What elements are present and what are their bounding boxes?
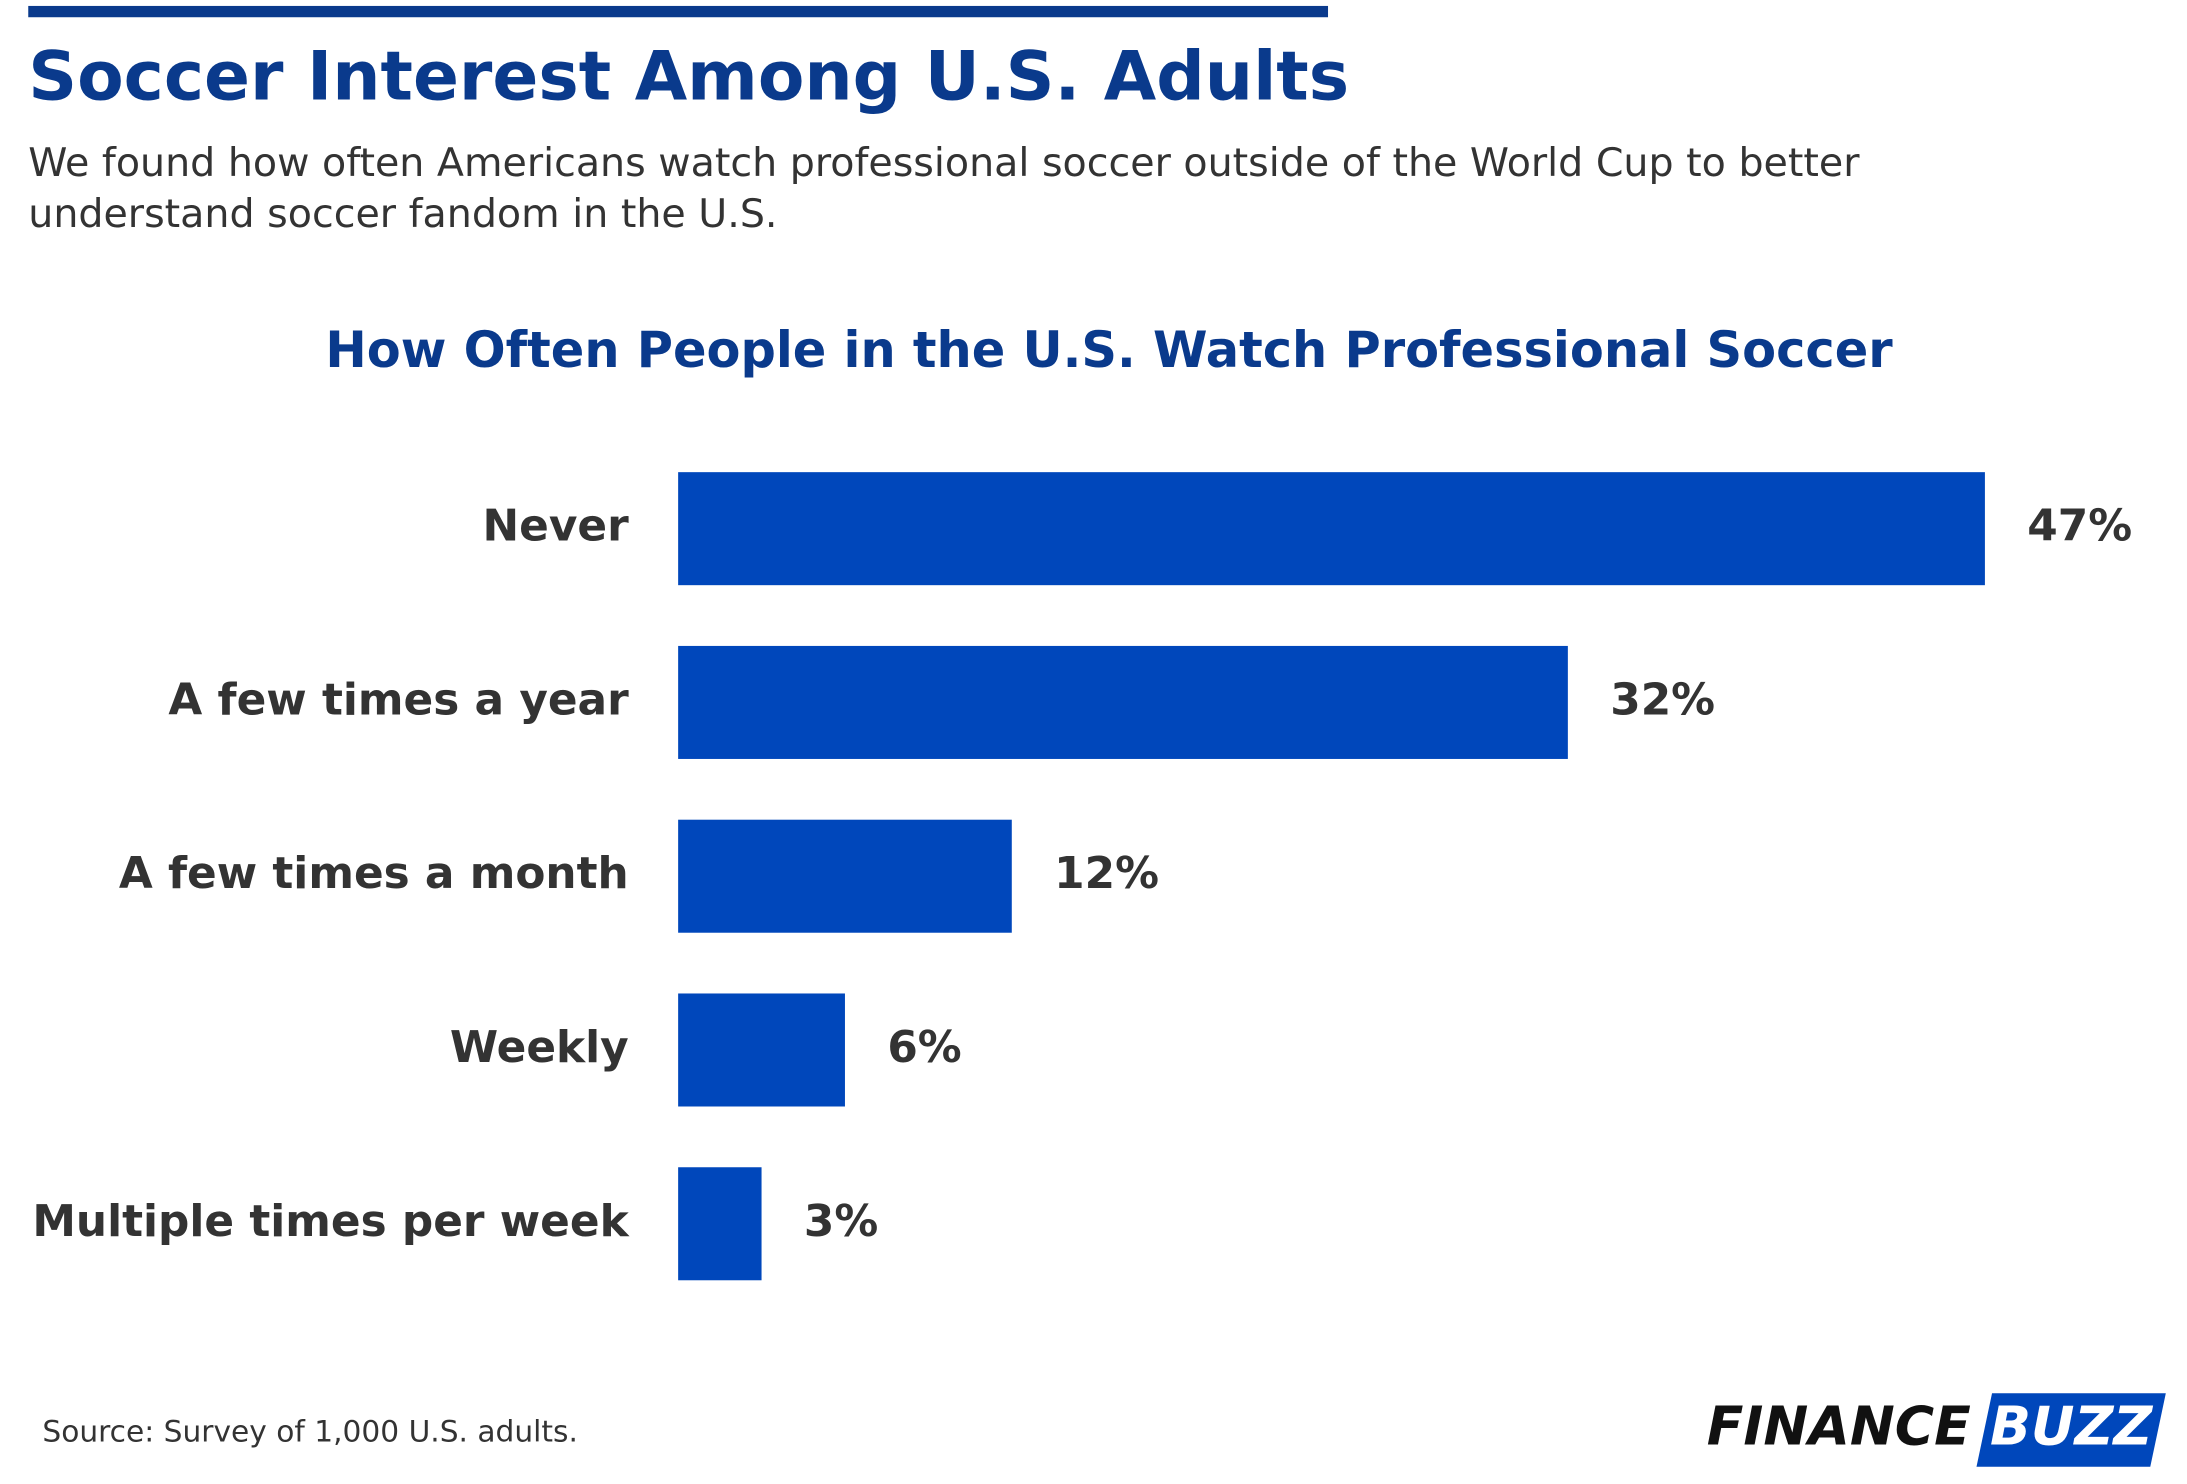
logo-badge [1976, 1393, 2166, 1467]
subtitle-line: understand soccer fandom in the U.S. [28, 191, 777, 237]
bar [678, 645, 1568, 759]
category-label: Weekly [450, 1022, 629, 1073]
chart-title: Soccer Interest Among U.S. Adults [28, 36, 1349, 115]
logo-left: FINANCE [1707, 1395, 1971, 1458]
plot-title: How Often People in the U.S. Watch Profe… [325, 321, 1893, 379]
bar [678, 1167, 762, 1281]
top-rule [28, 5, 1329, 18]
value-label: 32% [1610, 674, 1715, 725]
category-label: A few times a year [168, 674, 629, 725]
category-label: A few times a month [119, 848, 629, 899]
value-label: 6% [887, 1022, 961, 1073]
value-label: 47% [2027, 501, 2132, 552]
bar [678, 819, 1012, 933]
value-label: 3% [804, 1196, 878, 1247]
value-label: 12% [1054, 848, 1159, 899]
category-label: Never [483, 501, 630, 552]
logo: FINANCE BUZZ [1707, 1393, 2166, 1467]
bar [678, 472, 1985, 586]
bar [678, 993, 845, 1107]
category-label: Multiple times per week [32, 1196, 629, 1247]
subtitle-line: We found how often Americans watch profe… [28, 140, 1860, 186]
logo-right: BUZZ [1990, 1395, 2153, 1458]
source: Source: Survey of 1,000 U.S. adults. [42, 1413, 578, 1448]
